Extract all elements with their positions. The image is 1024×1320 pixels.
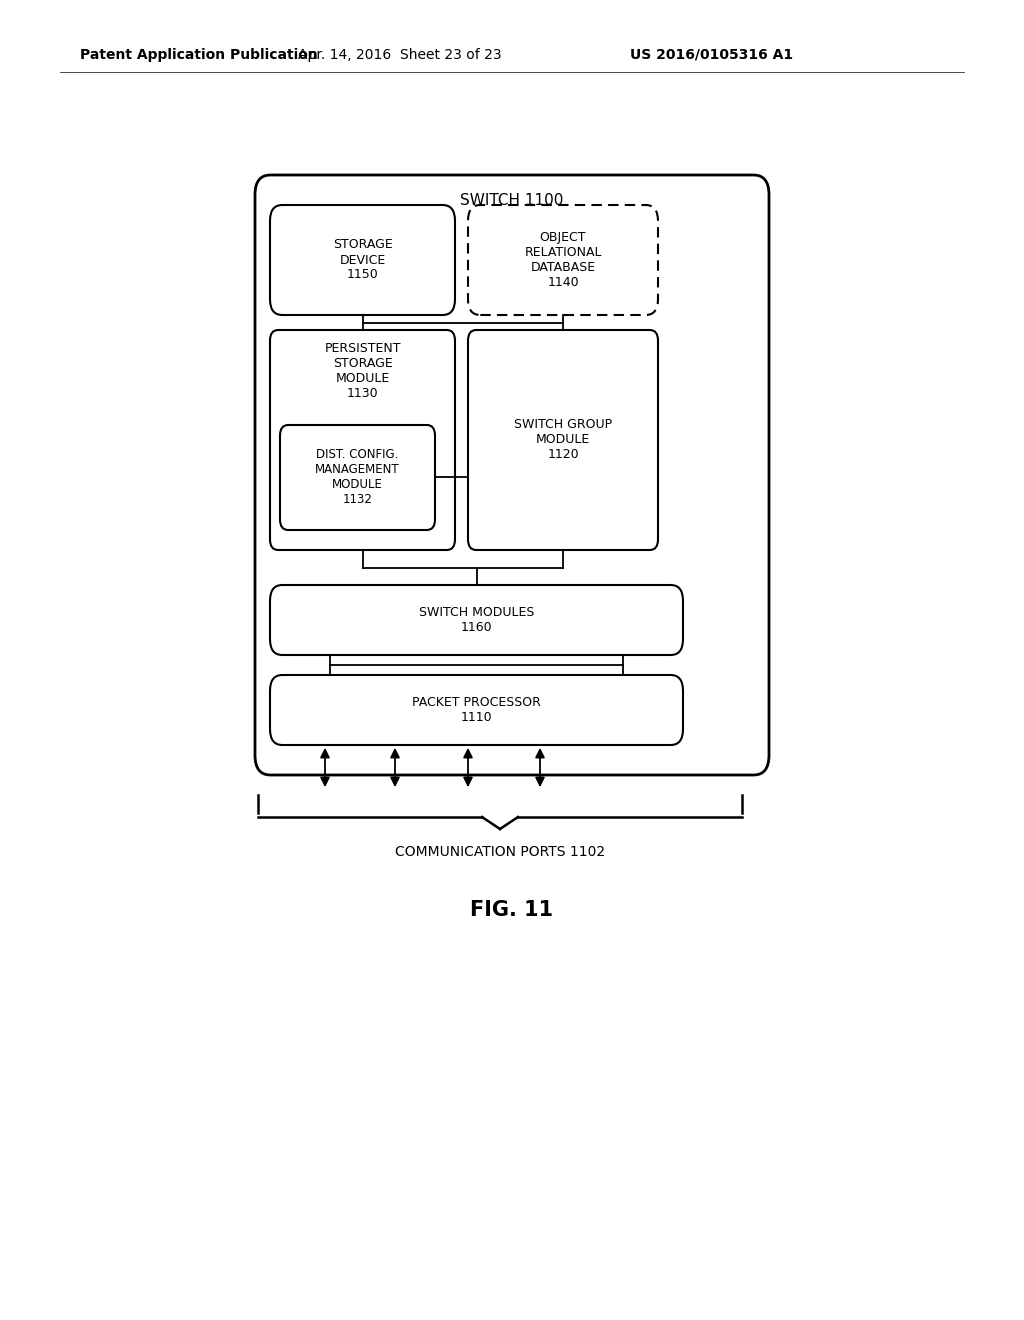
Text: Patent Application Publication: Patent Application Publication	[80, 48, 317, 62]
FancyBboxPatch shape	[270, 330, 455, 550]
Text: SWITCH MODULES
1160: SWITCH MODULES 1160	[419, 606, 535, 634]
FancyBboxPatch shape	[270, 585, 683, 655]
Text: PERSISTENT
STORAGE
MODULE
1130: PERSISTENT STORAGE MODULE 1130	[325, 342, 400, 400]
Text: SWITCH GROUP
MODULE
1120: SWITCH GROUP MODULE 1120	[514, 418, 612, 462]
FancyBboxPatch shape	[468, 205, 658, 315]
FancyBboxPatch shape	[255, 176, 769, 775]
FancyBboxPatch shape	[270, 205, 455, 315]
Text: OBJECT
RELATIONAL
DATABASE
1140: OBJECT RELATIONAL DATABASE 1140	[524, 231, 602, 289]
Text: FIG. 11: FIG. 11	[470, 900, 554, 920]
Text: US 2016/0105316 A1: US 2016/0105316 A1	[630, 48, 794, 62]
Text: STORAGE
DEVICE
1150: STORAGE DEVICE 1150	[333, 239, 392, 281]
Text: Apr. 14, 2016  Sheet 23 of 23: Apr. 14, 2016 Sheet 23 of 23	[298, 48, 502, 62]
Text: DIST. CONFIG.
MANAGEMENT
MODULE
1132: DIST. CONFIG. MANAGEMENT MODULE 1132	[315, 449, 399, 507]
Text: SWITCH 1100: SWITCH 1100	[461, 193, 563, 209]
Text: PACKET PROCESSOR
1110: PACKET PROCESSOR 1110	[412, 696, 541, 723]
FancyBboxPatch shape	[270, 675, 683, 744]
FancyBboxPatch shape	[468, 330, 658, 550]
Text: COMMUNICATION PORTS 1102: COMMUNICATION PORTS 1102	[395, 845, 605, 859]
FancyBboxPatch shape	[280, 425, 435, 531]
